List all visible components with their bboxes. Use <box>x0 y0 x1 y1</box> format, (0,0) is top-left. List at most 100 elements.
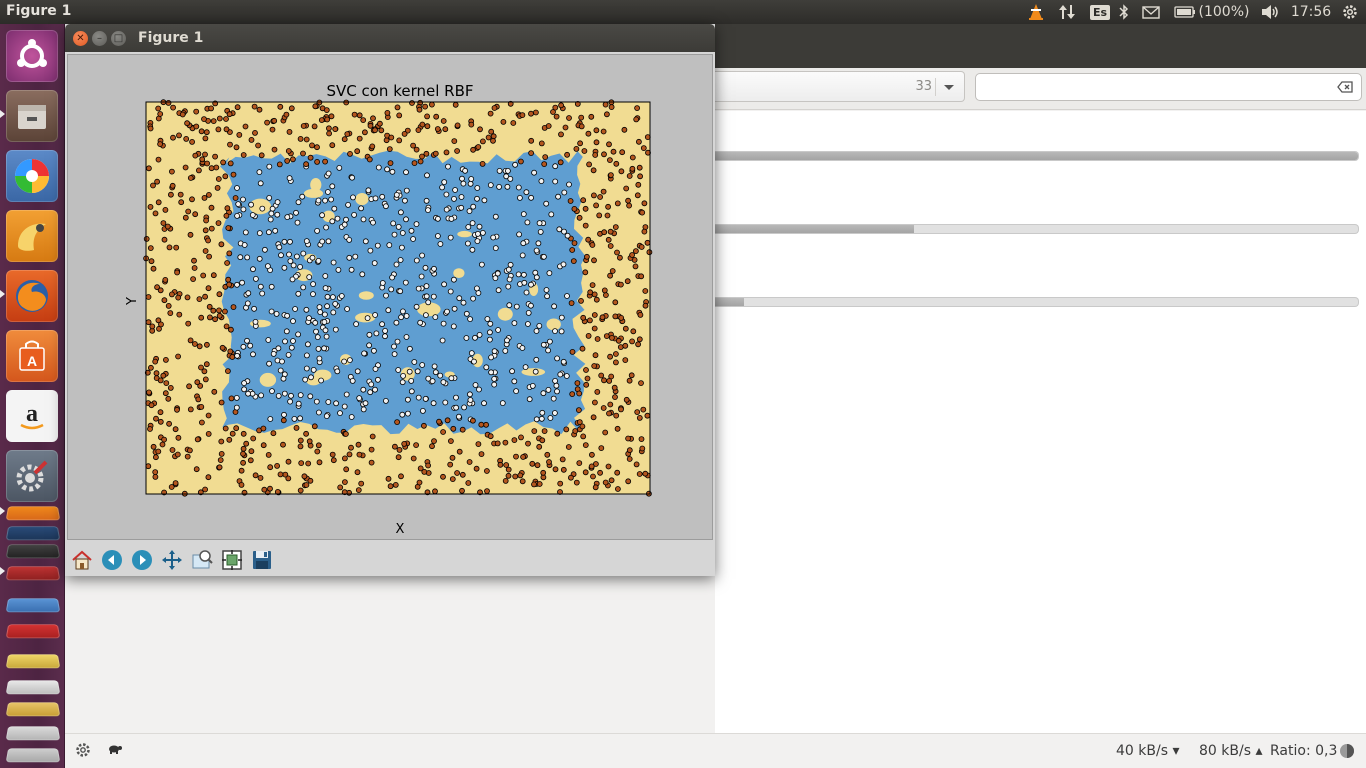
transmission-launcher-icon[interactable] <box>5 598 61 613</box>
data-point-outer <box>152 473 159 480</box>
bluetooth-icon[interactable] <box>1116 0 1132 24</box>
data-point-outer <box>147 203 154 210</box>
data-point-inner <box>552 163 559 170</box>
battery-icon[interactable] <box>1173 0 1197 24</box>
turtle-speed-limit-icon[interactable] <box>107 743 123 759</box>
maximize-button[interactable]: □ <box>111 31 126 46</box>
data-point-outer <box>376 120 383 127</box>
vlc-launcher-icon[interactable] <box>5 506 61 521</box>
game-launcher-icon[interactable] <box>5 654 61 669</box>
ratio-icon[interactable] <box>1339 743 1355 763</box>
data-point-inner <box>360 386 367 393</box>
network-updown-icon[interactable] <box>1056 0 1078 24</box>
ratio-label[interactable]: Ratio: 0,3 <box>1270 743 1338 759</box>
data-point-inner <box>330 259 337 266</box>
data-point-inner <box>337 410 343 417</box>
data-point-outer <box>417 465 424 472</box>
data-point-outer <box>187 175 194 181</box>
data-point-outer <box>286 129 293 135</box>
clock[interactable]: 17:56 <box>1290 4 1332 20</box>
figure-canvas-area[interactable]: SVC con kernel RBF X Y <box>67 54 713 540</box>
data-point-inner <box>467 397 474 403</box>
gimp-launcher-icon[interactable] <box>5 544 61 559</box>
svg-text:a: a <box>26 401 38 427</box>
data-point-outer <box>612 394 618 401</box>
close-button[interactable]: ✕ <box>73 31 88 46</box>
data-point-outer <box>166 420 172 427</box>
data-point-outer <box>216 312 223 319</box>
terminal-launcher-icon[interactable] <box>5 526 61 541</box>
search-input[interactable] <box>975 73 1362 101</box>
amazon-icon[interactable]: a <box>6 390 58 442</box>
upload-speed[interactable]: 80 kB/s ▴ <box>1199 743 1263 759</box>
data-point-inner <box>424 172 430 179</box>
data-point-inner <box>269 388 275 395</box>
data-point-inner <box>540 390 547 397</box>
data-point-outer <box>484 488 490 495</box>
back-button[interactable] <box>98 546 126 574</box>
dash-home-icon[interactable] <box>6 30 58 82</box>
eclipse-icon[interactable] <box>6 210 58 262</box>
data-point-inner <box>483 364 490 371</box>
data-point-outer <box>218 241 225 248</box>
firefox-icon[interactable] <box>6 270 58 322</box>
data-point-inner <box>467 180 474 187</box>
data-point-outer <box>170 104 176 111</box>
volume-icon[interactable] <box>1258 0 1282 24</box>
pan-button[interactable] <box>158 546 186 574</box>
data-point-outer <box>590 473 596 480</box>
data-point-inner <box>505 283 512 290</box>
clear-search-icon[interactable] <box>1337 81 1353 97</box>
data-point-outer <box>580 197 587 204</box>
data-point-outer <box>178 199 185 206</box>
scatter-chart[interactable]: SVC con kernel RBF X Y <box>68 55 712 539</box>
inkscape-launcher-icon[interactable] <box>5 680 61 695</box>
trash-launcher-icon[interactable] <box>5 748 61 763</box>
data-point-inner <box>414 368 421 375</box>
gear-icon[interactable] <box>75 742 91 762</box>
data-point-inner <box>319 238 326 245</box>
filezilla-launcher-icon[interactable] <box>5 624 61 639</box>
zoom-rect-button[interactable] <box>188 546 216 574</box>
data-point-outer <box>220 159 227 166</box>
presentation-launcher-icon[interactable] <box>5 566 61 581</box>
data-point-outer <box>599 314 606 321</box>
forward-button[interactable] <box>128 546 156 574</box>
power-gear-icon[interactable] <box>1340 0 1360 24</box>
data-point-outer <box>198 128 205 135</box>
data-point-outer <box>161 236 168 243</box>
software-center-icon[interactable]: A <box>6 330 58 382</box>
filter-combo[interactable]: 33 <box>715 71 965 102</box>
data-point-outer <box>347 151 353 157</box>
data-point-inner <box>476 223 483 230</box>
figure-titlebar[interactable]: ✕ – □ Figure 1 <box>65 24 715 52</box>
monitor-launcher-icon[interactable] <box>5 702 61 717</box>
data-point-outer <box>387 483 394 490</box>
data-point-outer <box>546 459 552 465</box>
data-point-outer <box>227 160 234 167</box>
download-speed[interactable]: 40 kB/s ▾ <box>1116 743 1180 759</box>
data-point-inner <box>393 261 400 268</box>
data-point-inner <box>425 375 432 382</box>
files-icon[interactable] <box>6 90 58 142</box>
save-figure-button[interactable] <box>248 546 276 574</box>
shotwell-icon[interactable] <box>6 150 58 202</box>
data-point-outer <box>540 469 547 476</box>
filter-combo-count: 33 <box>915 79 932 94</box>
keyboard-layout-indicator[interactable]: Es <box>1089 0 1111 24</box>
configure-subplots-button[interactable] <box>218 546 246 574</box>
data-point-outer <box>451 138 458 144</box>
drive-launcher-icon[interactable] <box>5 726 61 741</box>
data-point-inner <box>319 212 326 219</box>
home-button[interactable] <box>68 546 96 574</box>
data-point-outer <box>323 107 330 113</box>
data-point-outer <box>150 182 156 189</box>
data-point-outer <box>629 338 635 345</box>
system-settings-icon[interactable] <box>6 450 58 502</box>
data-point-inner <box>324 303 331 310</box>
mail-icon[interactable] <box>1141 0 1161 24</box>
data-point-inner <box>515 271 522 278</box>
data-point-outer <box>224 260 231 266</box>
minimize-button[interactable]: – <box>92 31 107 46</box>
vlc-tray-icon[interactable] <box>1026 0 1046 24</box>
